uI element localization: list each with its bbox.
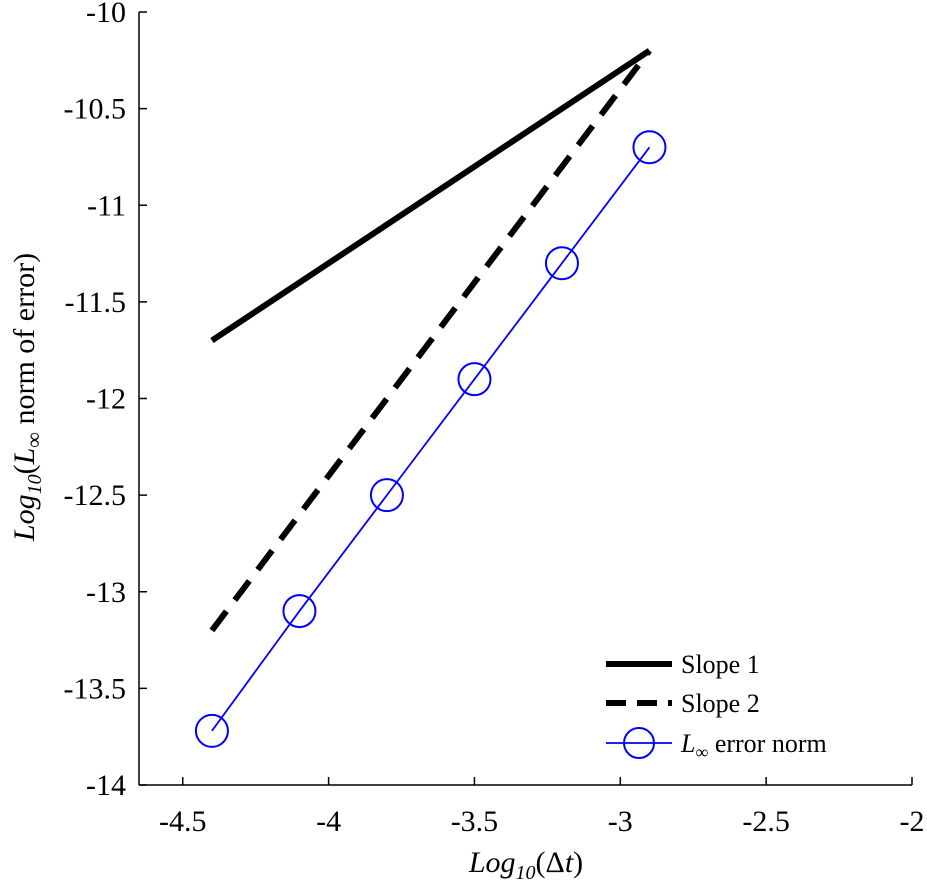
legend-label-error-norm: L∞ error norm xyxy=(680,729,827,762)
legend-marker-error-norm xyxy=(623,727,655,759)
x-tick-label: -2 xyxy=(900,805,925,838)
data-point xyxy=(369,478,404,513)
y-tick-label: -13 xyxy=(86,576,126,609)
y-tick-label: -11 xyxy=(87,189,126,222)
y-axis-label: Log10(L∞ norm of error) xyxy=(8,253,46,542)
x-tick-label: -3.5 xyxy=(451,805,499,838)
x-tick-label: -3 xyxy=(608,805,633,838)
series-line-1 xyxy=(209,48,652,633)
axes xyxy=(138,12,912,786)
data-point xyxy=(457,362,492,397)
y-ticks: -14 -13.5 -13 -12.5 -12 -11.5 -11 -10.5 -10 xyxy=(64,0,147,802)
data-point xyxy=(282,594,317,629)
series-line-0 xyxy=(210,48,652,344)
data-point xyxy=(544,246,579,281)
y-tick-label: -10.5 xyxy=(64,93,127,126)
x-tick-label: -4.5 xyxy=(159,805,207,838)
series-line-2 xyxy=(211,146,651,732)
y-tick-label: -12.5 xyxy=(64,479,127,512)
legend-label-slope-2: Slope 2 xyxy=(681,689,760,718)
x-axis-label: Log10(Δt) xyxy=(468,846,583,884)
y-tick-label: -11.5 xyxy=(65,286,126,319)
x-tick-label: -2.5 xyxy=(742,805,790,838)
x-ticks: -4.5 -4 -3.5 -3 -2.5 -2 xyxy=(159,777,925,838)
y-tick-label: -10 xyxy=(86,0,126,29)
legend: Slope 1 Slope 2 L∞ error norm xyxy=(606,650,827,762)
x-tick-label: -4 xyxy=(316,805,341,838)
data-point xyxy=(632,130,667,165)
legend-label-slope-1: Slope 1 xyxy=(681,650,760,679)
y-tick-label: -12 xyxy=(86,383,126,416)
y-tick-label: -14 xyxy=(86,769,126,802)
data-point xyxy=(194,713,229,748)
series-layer xyxy=(194,48,667,748)
y-tick-label: -13.5 xyxy=(64,672,127,705)
